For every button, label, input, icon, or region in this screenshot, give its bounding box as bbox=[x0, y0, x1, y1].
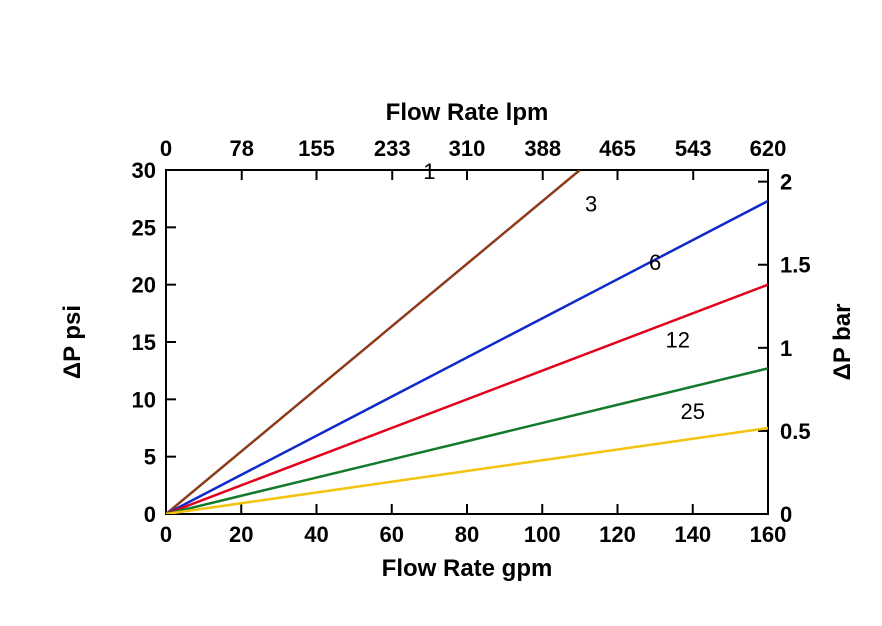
series-label-12: 12 bbox=[665, 328, 689, 353]
series-label-3: 3 bbox=[585, 191, 597, 216]
xt-tick-label: 155 bbox=[298, 136, 335, 161]
pressure-flow-chart: 020406080100120140160Flow Rate gpm078155… bbox=[0, 0, 882, 626]
series-line-3 bbox=[166, 201, 768, 514]
xb-tick-label: 20 bbox=[229, 522, 253, 547]
yl-tick-label: 0 bbox=[144, 502, 156, 527]
yr-tick-label: 2 bbox=[780, 170, 792, 195]
xb-tick-label: 140 bbox=[674, 522, 711, 547]
y-left-label: ΔP psi bbox=[59, 305, 86, 379]
yr-tick-label: 1 bbox=[780, 336, 792, 361]
yr-tick-label: 0.5 bbox=[780, 419, 811, 444]
xt-tick-label: 78 bbox=[229, 136, 253, 161]
xt-tick-label: 388 bbox=[524, 136, 561, 161]
yl-tick-label: 10 bbox=[132, 387, 156, 412]
xt-tick-label: 465 bbox=[599, 136, 636, 161]
xb-tick-label: 80 bbox=[455, 522, 479, 547]
series-line-1 bbox=[166, 170, 580, 514]
y-right-label: ΔP bar bbox=[829, 304, 856, 381]
chart-svg: 020406080100120140160Flow Rate gpm078155… bbox=[0, 0, 882, 626]
yl-tick-label: 30 bbox=[132, 158, 156, 183]
series-label-25: 25 bbox=[681, 399, 705, 424]
yr-tick-label: 1.5 bbox=[780, 253, 811, 278]
yl-tick-label: 25 bbox=[132, 215, 156, 240]
x-bottom-label: Flow Rate gpm bbox=[382, 555, 553, 582]
xt-tick-label: 233 bbox=[374, 136, 411, 161]
x-top-label: Flow Rate lpm bbox=[386, 99, 549, 126]
yl-tick-label: 5 bbox=[144, 445, 156, 470]
series-label-1: 1 bbox=[423, 159, 435, 184]
yl-tick-label: 15 bbox=[132, 330, 156, 355]
xb-tick-label: 40 bbox=[304, 522, 328, 547]
xb-tick-label: 120 bbox=[599, 522, 636, 547]
xt-tick-label: 543 bbox=[675, 136, 712, 161]
series-label-6: 6 bbox=[649, 250, 661, 275]
yr-tick-label: 0 bbox=[780, 502, 792, 527]
xb-tick-label: 0 bbox=[160, 522, 172, 547]
xb-tick-label: 100 bbox=[524, 522, 561, 547]
xt-tick-label: 310 bbox=[449, 136, 486, 161]
xt-tick-label: 0 bbox=[160, 136, 172, 161]
yl-tick-label: 20 bbox=[132, 273, 156, 298]
series-line-6 bbox=[166, 285, 768, 514]
xt-tick-label: 620 bbox=[750, 136, 787, 161]
xb-tick-label: 60 bbox=[380, 522, 404, 547]
